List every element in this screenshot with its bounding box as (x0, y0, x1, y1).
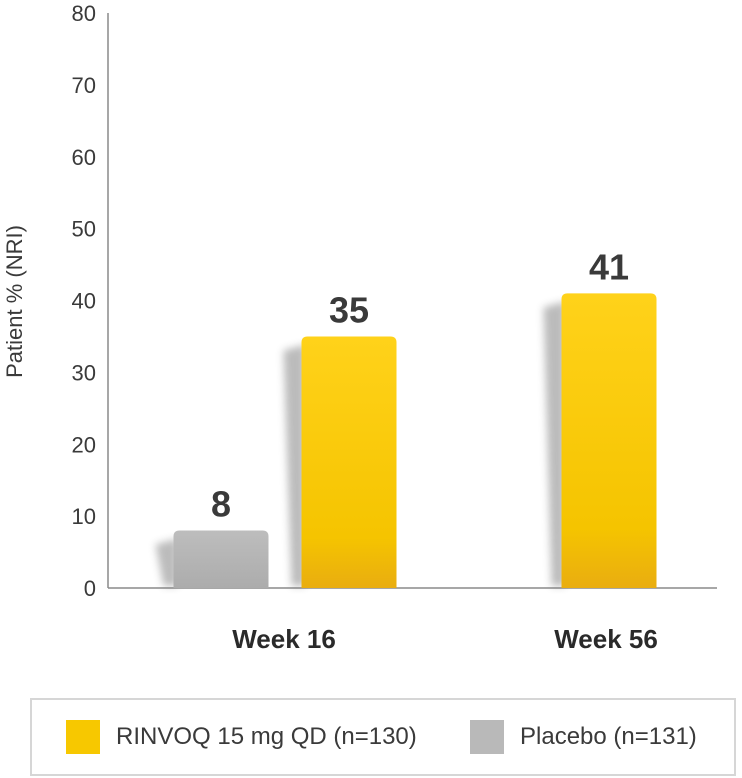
y-tick-label: 50 (72, 217, 96, 242)
data-label: 41 (589, 246, 629, 287)
y-tick-label: 80 (72, 1, 96, 26)
y-tick-label: 0 (84, 576, 96, 601)
legend-swatch-rinvoq (66, 720, 100, 754)
x-category-label: Week 16 (232, 624, 336, 654)
bar-rinvoq-week56 (561, 293, 657, 588)
bar-shadow (283, 344, 306, 586)
y-tick-label: 30 (72, 360, 96, 385)
legend-label-placebo: Placebo (n=131) (520, 723, 697, 750)
bar-chart: 0 10 20 30 40 50 60 70 80 Patient % (NRI) Week 16 W… (2, 1, 717, 654)
y-axis-title: Patient % (NRI) (2, 225, 27, 378)
x-category-label: Week 56 (554, 624, 658, 654)
bar-shadow (543, 301, 566, 586)
y-tick-label: 10 (72, 504, 96, 529)
legend-label-rinvoq: RINVOQ 15 mg QD (n=130) (116, 723, 417, 750)
legend-item-rinvoq: RINVOQ 15 mg QD (n=130) (66, 720, 417, 754)
data-label: 8 (211, 484, 231, 525)
legend-item-placebo: Placebo (n=131) (470, 720, 697, 754)
bar-rinvoq-week16 (301, 336, 397, 588)
bar-shadow (155, 538, 178, 586)
y-tick-label: 60 (72, 145, 96, 170)
legend-swatch-placebo (470, 720, 504, 754)
legend: RINVOQ 15 mg QD (n=130) Placebo (n=131) (30, 698, 736, 776)
y-tick-label: 40 (72, 289, 96, 314)
y-tick-label: 20 (72, 432, 96, 457)
data-label: 35 (329, 289, 369, 330)
y-tick-label: 70 (72, 73, 96, 98)
bar-placebo-week16 (173, 530, 269, 588)
